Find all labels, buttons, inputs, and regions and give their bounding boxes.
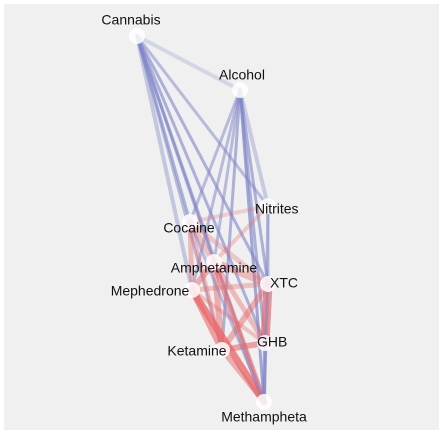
node-label: XTC	[270, 275, 298, 291]
edge	[238, 88, 270, 208]
edge	[188, 88, 242, 224]
node-label: Alcohol	[219, 67, 265, 83]
node	[129, 28, 145, 44]
node-label: Nitrites	[255, 201, 299, 217]
edges	[135, 34, 273, 406]
edge	[189, 281, 271, 293]
node	[184, 282, 200, 298]
node	[182, 214, 198, 230]
edge	[262, 341, 267, 404]
node-label: Mephedrone	[111, 283, 190, 299]
edge	[135, 34, 242, 92]
edge	[210, 258, 272, 288]
edge	[188, 204, 270, 224]
node-label: GHB	[257, 334, 287, 350]
edge	[188, 220, 266, 404]
node-label: Amphetamine	[171, 260, 258, 276]
node-label: Methampheta	[221, 409, 307, 425]
edge	[219, 281, 271, 353]
node-label: Cannabis	[101, 12, 160, 28]
node	[206, 254, 222, 270]
edge	[187, 219, 271, 287]
node	[257, 335, 273, 351]
nodes: Cannabis Alcohol Nitrites Cocaine Amphetamin…	[101, 12, 307, 425]
edge	[212, 88, 242, 264]
edge	[238, 88, 266, 404]
edge	[135, 34, 194, 292]
node-label: Ketamine	[167, 343, 226, 359]
edge	[212, 204, 270, 264]
node	[260, 198, 276, 214]
edge	[190, 88, 242, 292]
node	[214, 342, 230, 358]
edge	[211, 259, 268, 346]
edge	[187, 219, 195, 293]
edge	[135, 34, 270, 286]
node	[260, 276, 276, 292]
node-label: Cocaine	[163, 220, 215, 236]
node	[232, 82, 248, 98]
edge	[135, 34, 224, 352]
edge	[219, 347, 267, 405]
node	[256, 394, 272, 410]
